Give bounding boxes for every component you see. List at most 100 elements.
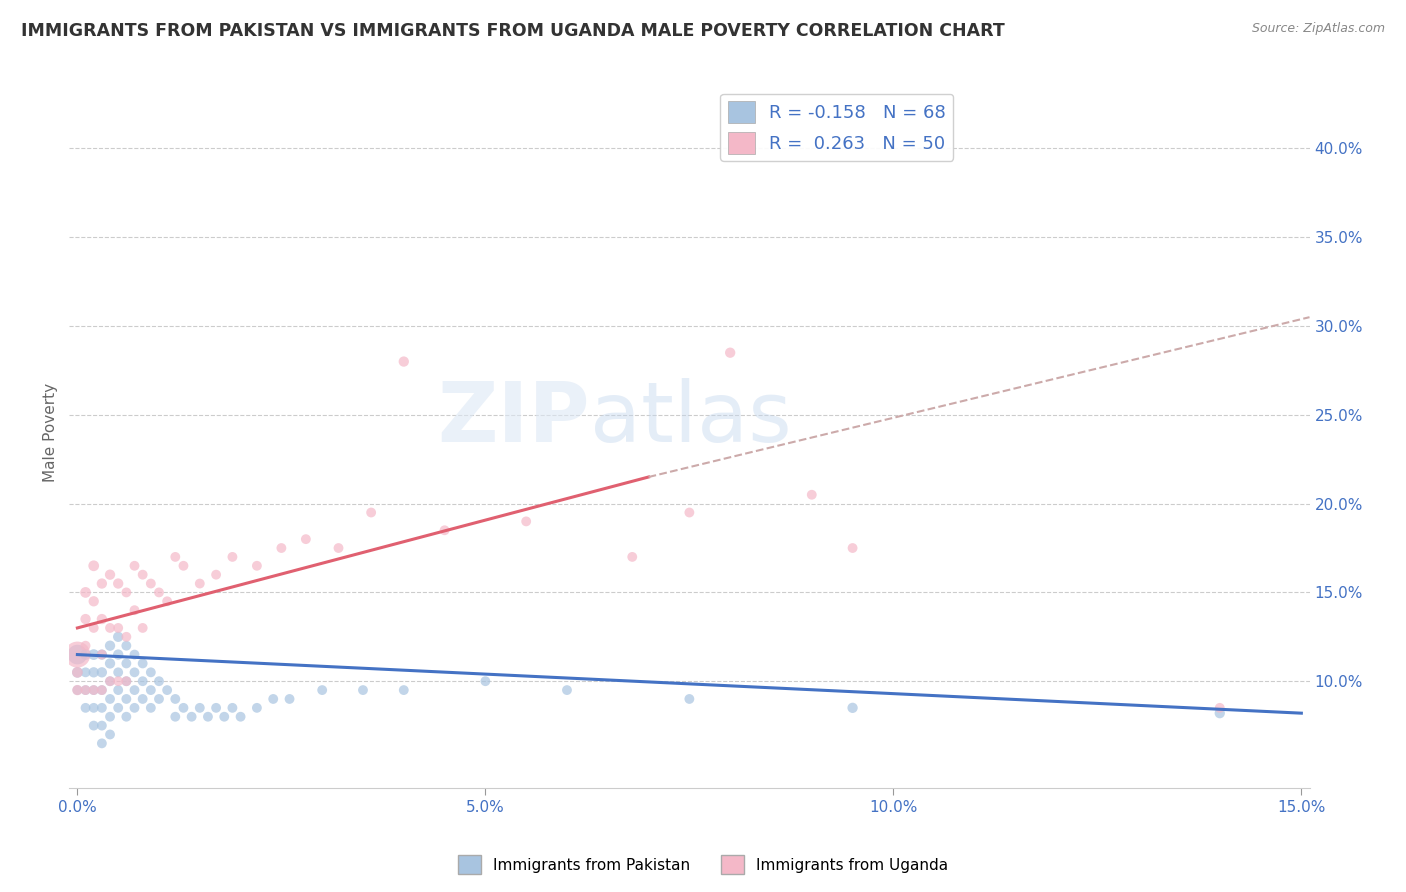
Point — [107, 576, 129, 591]
Point — [98, 674, 121, 689]
Point — [148, 674, 170, 689]
Point — [98, 710, 121, 724]
Point — [75, 612, 97, 626]
Point — [83, 558, 105, 573]
Point — [295, 532, 318, 546]
Point — [139, 683, 162, 698]
Point — [221, 701, 243, 715]
Point — [83, 665, 105, 680]
Point — [246, 701, 269, 715]
Point — [156, 683, 179, 698]
Point — [75, 585, 97, 599]
Point — [75, 639, 97, 653]
Point — [98, 727, 121, 741]
Point — [188, 701, 211, 715]
Point — [90, 665, 112, 680]
Point — [148, 692, 170, 706]
Point — [131, 567, 153, 582]
Point — [360, 506, 382, 520]
Point — [107, 665, 129, 680]
Point — [83, 594, 105, 608]
Point — [392, 683, 415, 698]
Point — [90, 683, 112, 698]
Point — [66, 683, 89, 698]
Point — [107, 630, 129, 644]
Point — [124, 701, 146, 715]
Legend: Immigrants from Pakistan, Immigrants from Uganda: Immigrants from Pakistan, Immigrants fro… — [451, 849, 955, 880]
Point — [98, 692, 121, 706]
Point — [1209, 701, 1232, 715]
Legend: R = -0.158   N = 68, R =  0.263   N = 50: R = -0.158 N = 68, R = 0.263 N = 50 — [720, 94, 953, 161]
Text: ZIP: ZIP — [437, 378, 591, 458]
Text: IMMIGRANTS FROM PAKISTAN VS IMMIGRANTS FROM UGANDA MALE POVERTY CORRELATION CHAR: IMMIGRANTS FROM PAKISTAN VS IMMIGRANTS F… — [21, 22, 1005, 40]
Point — [90, 612, 112, 626]
Point — [229, 710, 252, 724]
Point — [90, 576, 112, 591]
Point — [131, 674, 153, 689]
Point — [124, 558, 146, 573]
Point — [800, 488, 823, 502]
Point — [474, 674, 496, 689]
Point — [90, 718, 112, 732]
Point — [83, 683, 105, 698]
Point — [328, 541, 350, 555]
Point — [98, 621, 121, 635]
Point — [124, 603, 146, 617]
Point — [278, 692, 301, 706]
Point — [75, 701, 97, 715]
Point — [270, 541, 292, 555]
Point — [124, 683, 146, 698]
Point — [172, 558, 194, 573]
Point — [392, 354, 415, 368]
Point — [115, 639, 138, 653]
Point — [621, 549, 644, 564]
Point — [83, 683, 105, 698]
Point — [90, 683, 112, 698]
Point — [66, 665, 89, 680]
Point — [1209, 706, 1232, 721]
Point — [90, 648, 112, 662]
Point — [139, 576, 162, 591]
Point — [107, 648, 129, 662]
Point — [131, 692, 153, 706]
Point — [107, 674, 129, 689]
Point — [148, 585, 170, 599]
Point — [98, 567, 121, 582]
Point — [165, 692, 187, 706]
Point — [75, 683, 97, 698]
Point — [214, 710, 236, 724]
Point — [131, 621, 153, 635]
Point — [90, 648, 112, 662]
Point — [678, 692, 700, 706]
Point — [718, 345, 741, 359]
Point — [205, 567, 228, 582]
Point — [124, 648, 146, 662]
Point — [246, 558, 269, 573]
Point — [83, 701, 105, 715]
Point — [75, 665, 97, 680]
Point — [107, 621, 129, 635]
Point — [433, 523, 456, 537]
Point — [83, 718, 105, 732]
Point — [352, 683, 374, 698]
Point — [262, 692, 284, 706]
Point — [555, 683, 578, 698]
Point — [115, 710, 138, 724]
Point — [197, 710, 219, 724]
Point — [83, 648, 105, 662]
Point — [180, 710, 202, 724]
Text: atlas: atlas — [591, 378, 792, 458]
Point — [98, 639, 121, 653]
Point — [841, 701, 863, 715]
Point — [66, 683, 89, 698]
Point — [98, 657, 121, 671]
Point — [188, 576, 211, 591]
Y-axis label: Male Poverty: Male Poverty — [44, 383, 58, 483]
Point — [205, 701, 228, 715]
Point — [841, 541, 863, 555]
Point — [139, 665, 162, 680]
Point — [75, 648, 97, 662]
Point — [115, 657, 138, 671]
Text: Source: ZipAtlas.com: Source: ZipAtlas.com — [1251, 22, 1385, 36]
Point — [90, 736, 112, 750]
